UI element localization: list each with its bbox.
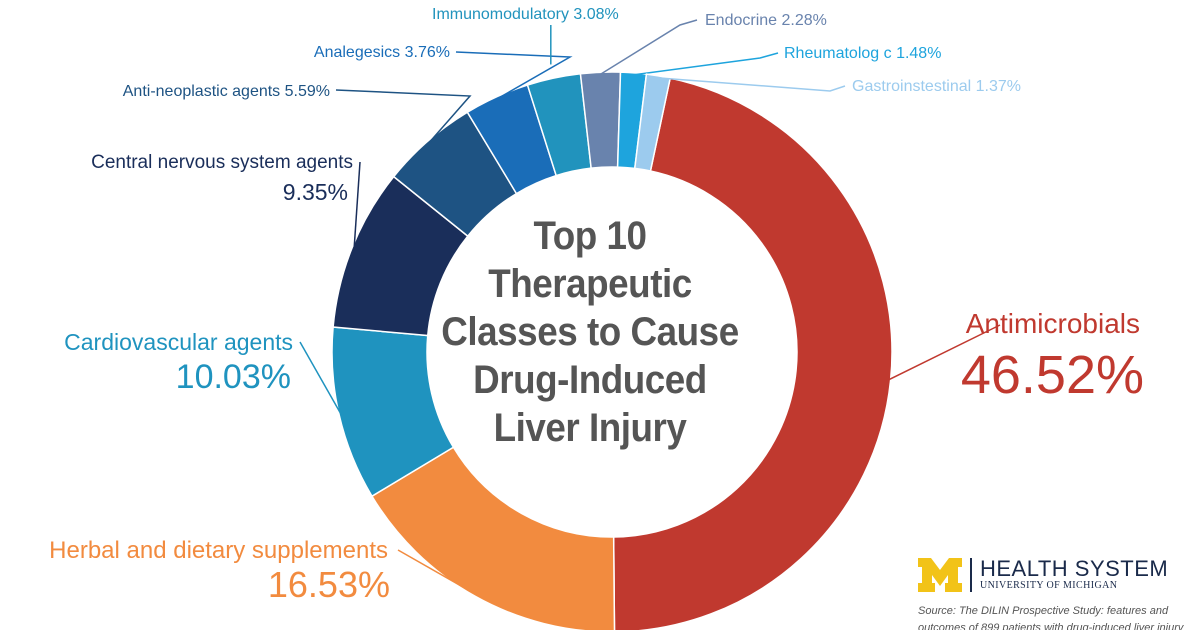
leader-line (455, 51, 573, 100)
slice-value-label: 16.53% (268, 564, 390, 605)
leader-line (657, 77, 846, 92)
slice-label-antimicrobials: Antimicrobials (966, 308, 1140, 339)
brand-subtitle: UNIVERSITY OF MICHIGAN (980, 580, 1118, 591)
chart-title-line: Top 10 (533, 214, 647, 258)
block-m-logo-icon (918, 558, 962, 592)
slice-label-immunomodulatory: Immunomodulatory 3.08% (432, 6, 619, 23)
slice-label-cardiovascular: Cardiovascular agents (64, 329, 293, 355)
leader-line (888, 324, 1001, 381)
logo-divider (970, 558, 972, 592)
donut-slice (633, 73, 672, 172)
leader-line (600, 19, 698, 75)
slice-label-gastrointestinal: Gastroinstestinal 1.37% (852, 78, 1021, 95)
slice-value-label: 10.03% (176, 358, 291, 396)
source-note: Source: The DILIN Prospective Study: fea… (918, 605, 1184, 630)
slice-label-antineoplastic: Anti-neoplastic agents 5.59% (123, 83, 330, 100)
leader-line (299, 341, 342, 415)
chart-title-line: Liver Injury (493, 406, 687, 450)
brand-logo: HEALTH SYSTEM UNIVERSITY OF MICHIGAN (918, 557, 1168, 593)
slice-value-label: 9.35% (283, 179, 348, 205)
chart-title-line: Classes to Cause (441, 310, 739, 354)
chart-title: Top 10 Therapeutic Classes to Cause Drug… (434, 212, 747, 452)
slice-value-label: 46.52% (961, 345, 1144, 405)
slice-label-rheumatologic: Rheumatolog c 1.48% (784, 45, 941, 62)
chart-title-line: Therapeutic (488, 262, 692, 306)
brand-name: HEALTH SYSTEM (980, 556, 1169, 581)
slice-label-analgesics: Analegesics 3.76% (314, 44, 450, 61)
slice-label-herbal: Herbal and dietary supplements (49, 537, 388, 564)
slice-label-cns: Central nervous system agents (91, 152, 353, 173)
leader-line (633, 52, 779, 76)
leader-line (353, 161, 361, 249)
leader-line (335, 89, 472, 144)
slice-label-endocrine: Endocrine 2.28% (705, 12, 827, 29)
chart-title-line: Drug-Induced (473, 358, 707, 402)
donut-slice (612, 77, 893, 630)
leader-line (397, 549, 477, 596)
